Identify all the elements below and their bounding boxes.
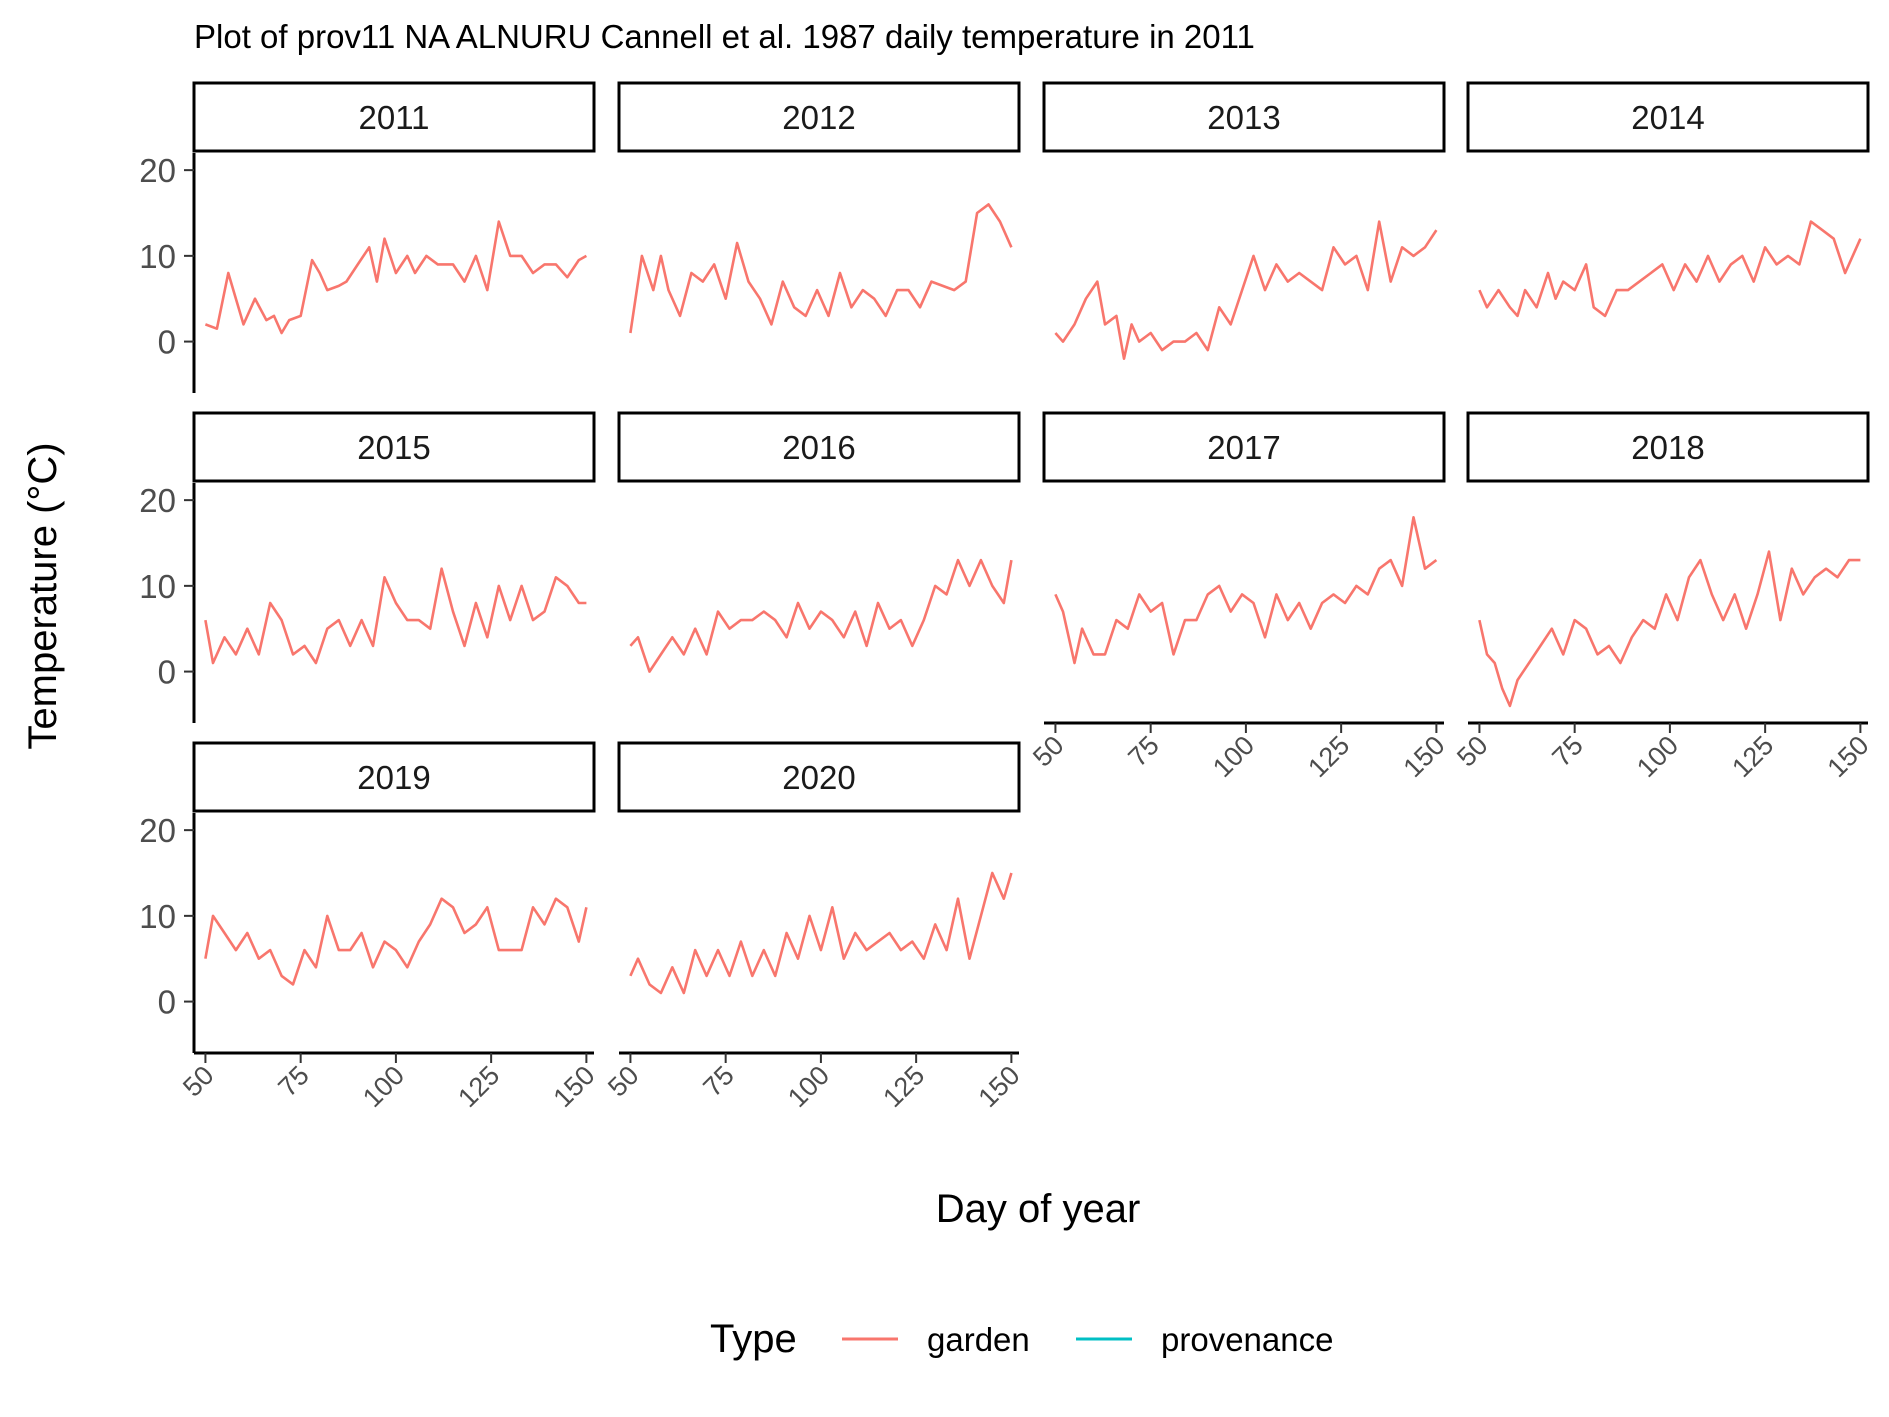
y-tick-label: 20: [139, 482, 176, 519]
facet-strip-label: 2018: [1631, 429, 1704, 466]
facet-strip: [617, 741, 1021, 813]
x-tick-label: 100: [357, 1060, 410, 1113]
series-line-garden: [1054, 220, 1438, 361]
facet-panel-2016: 2016: [617, 411, 1021, 673]
y-tick-label: 10: [139, 238, 176, 275]
y-tick-label: 0: [158, 654, 176, 691]
facet-strip: [617, 411, 1021, 483]
x-tick-label: 100: [1207, 730, 1260, 783]
series-line-garden: [629, 871, 1013, 995]
series-line-garden: [1054, 515, 1438, 665]
y-tick-label: 20: [139, 812, 176, 849]
x-tick-label: 100: [1631, 730, 1684, 783]
facet-strip: [1042, 411, 1446, 483]
legend-label-garden: garden: [927, 1321, 1030, 1358]
x-tick-label: 150: [1822, 730, 1875, 783]
x-tick-label: 150: [973, 1060, 1026, 1113]
series-line-garden: [1478, 550, 1861, 708]
facet-strip-label: 2019: [357, 759, 430, 796]
facet-strip-label: 2013: [1207, 99, 1280, 136]
facet-strip: [1042, 81, 1446, 153]
facet-strip: [192, 81, 596, 153]
facet-strip-label: 2011: [359, 99, 430, 136]
facet-strip-label: 2014: [1631, 99, 1704, 136]
facet-panel-2018: 2018 50 75 100 125 150: [1451, 411, 1875, 783]
x-tick-label: 50: [1451, 730, 1493, 772]
facet-panel-2012: 2012: [617, 81, 1021, 334]
x-tick-label: 50: [602, 1060, 644, 1102]
facet-panel-2011: 2011 0 10 20: [139, 81, 596, 393]
x-tick-label: 100: [782, 1060, 835, 1113]
legend: Type garden provenance: [710, 1317, 1333, 1361]
facet-panel-2014: 2014: [1466, 81, 1870, 318]
x-axis-title: Day of year: [936, 1187, 1141, 1231]
facet-strip-label: 2017: [1207, 429, 1280, 466]
legend-title: Type: [710, 1317, 797, 1361]
series-line-garden: [629, 203, 1013, 334]
facet-panel-2019: 2019 0 10 20 50 75 100 125 150: [139, 741, 601, 1113]
facet-strip: [1466, 411, 1870, 483]
y-tick-label: 0: [158, 984, 176, 1021]
y-tick-label: 10: [139, 898, 176, 935]
chart-title: Plot of prov11 NA ALNURU Cannell et al. …: [194, 18, 1255, 55]
x-tick-label: 75: [1546, 730, 1588, 772]
facet-panel-2015: 2015 0 10 20: [139, 411, 596, 723]
x-tick-label: 75: [1122, 730, 1164, 772]
series-line-garden: [1478, 220, 1862, 318]
facet-panel-2020: 2020 50 75 100 125 150: [602, 741, 1026, 1113]
x-tick-label: 125: [452, 1060, 505, 1113]
x-tick-label: 125: [877, 1060, 930, 1113]
facet-strip-label: 2015: [357, 429, 430, 466]
y-tick-label: 0: [158, 324, 176, 361]
x-tick-label: 75: [697, 1060, 739, 1102]
series-line-garden: [629, 558, 1013, 673]
facet-strip: [192, 411, 596, 483]
y-axis-title: Temperature (°C): [21, 442, 65, 749]
y-tick-label: 20: [139, 152, 176, 189]
x-tick-label: 50: [177, 1060, 219, 1102]
series-line-garden: [204, 220, 588, 335]
facet-strip-label: 2012: [782, 99, 855, 136]
x-tick-label: 150: [548, 1060, 601, 1113]
y-tick-label: 10: [139, 568, 176, 605]
facet-strip: [192, 741, 596, 813]
facet-strip: [1466, 81, 1870, 153]
facet-panel-2017: 2017 50 75 100 125 150: [1027, 411, 1451, 783]
facet-panel-2013: 2013: [1042, 81, 1446, 361]
series-line-garden: [204, 897, 588, 986]
facet-strip-label: 2016: [782, 429, 855, 466]
x-tick-label: 125: [1726, 730, 1779, 783]
x-tick-label: 125: [1302, 730, 1355, 783]
facet-strip-label: 2020: [782, 759, 855, 796]
legend-label-provenance: provenance: [1161, 1321, 1333, 1358]
series-line-garden: [204, 567, 587, 665]
x-tick-label: 75: [272, 1060, 314, 1102]
facet-strip: [617, 81, 1021, 153]
x-tick-label: 50: [1027, 730, 1069, 772]
x-tick-label: 150: [1398, 730, 1451, 783]
